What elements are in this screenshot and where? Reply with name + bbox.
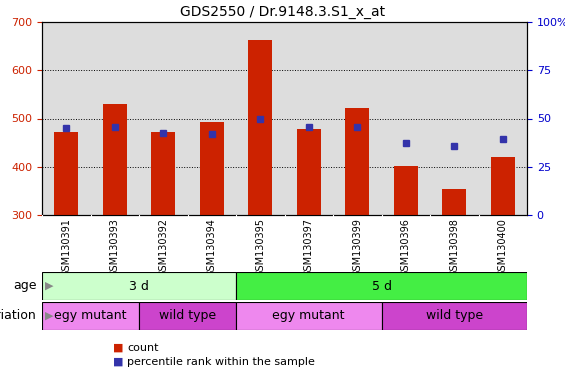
- Text: ■: ■: [113, 357, 124, 367]
- Text: GSM130399: GSM130399: [352, 218, 362, 276]
- Text: ▶: ▶: [45, 281, 53, 291]
- Bar: [199, 122, 224, 215]
- Text: 5 d: 5 d: [372, 280, 392, 293]
- Text: egy mutant: egy mutant: [272, 310, 345, 323]
- Text: ▶: ▶: [45, 311, 53, 321]
- Text: GSM130398: GSM130398: [449, 218, 459, 276]
- Bar: [490, 157, 515, 215]
- Text: 3 d: 3 d: [129, 280, 149, 293]
- Text: ■: ■: [113, 343, 124, 353]
- Bar: [394, 166, 418, 215]
- Bar: [236, 272, 527, 300]
- Bar: [139, 302, 236, 330]
- Bar: [381, 302, 527, 330]
- Text: GSM130394: GSM130394: [207, 218, 217, 276]
- Text: percentile rank within the sample: percentile rank within the sample: [127, 357, 315, 367]
- Text: wild type: wild type: [159, 310, 216, 323]
- Text: genotype/variation: genotype/variation: [0, 310, 36, 323]
- Bar: [345, 108, 370, 215]
- Bar: [442, 189, 466, 215]
- Bar: [42, 302, 139, 330]
- Bar: [151, 132, 175, 215]
- Text: GSM130397: GSM130397: [304, 218, 314, 277]
- Text: wild type: wild type: [425, 310, 483, 323]
- Bar: [248, 40, 272, 215]
- Text: GSM130400: GSM130400: [498, 218, 508, 276]
- Text: age: age: [13, 280, 36, 293]
- Bar: [236, 302, 381, 330]
- Bar: [103, 104, 127, 215]
- Bar: [297, 129, 321, 215]
- Text: count: count: [127, 343, 159, 353]
- Text: egy mutant: egy mutant: [54, 310, 127, 323]
- Text: GSM130396: GSM130396: [401, 218, 411, 276]
- Text: GDS2550 / Dr.9148.3.S1_x_at: GDS2550 / Dr.9148.3.S1_x_at: [180, 5, 385, 19]
- Text: GSM130391: GSM130391: [61, 218, 71, 276]
- Bar: [54, 132, 79, 215]
- Text: GSM130392: GSM130392: [158, 218, 168, 277]
- Bar: [42, 272, 236, 300]
- Text: GSM130393: GSM130393: [110, 218, 120, 276]
- Text: GSM130395: GSM130395: [255, 218, 265, 277]
